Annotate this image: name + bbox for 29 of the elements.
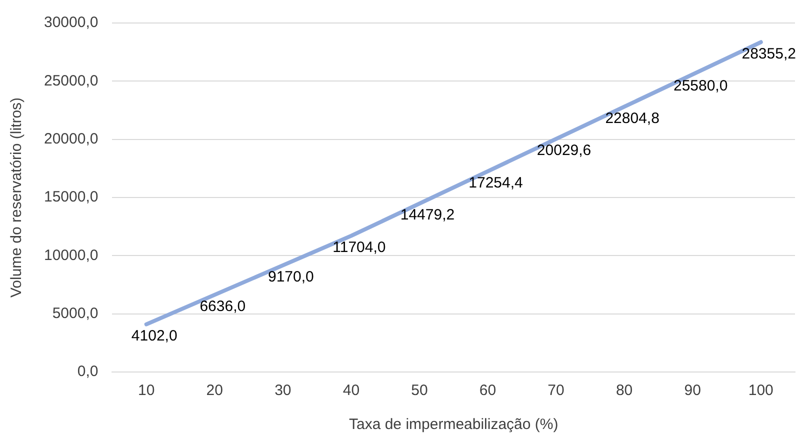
x-tick-label: 70	[548, 382, 564, 400]
y-axis-title: Volume do reservatório (litros)	[8, 97, 26, 298]
data-label: 28355,2	[742, 45, 796, 62]
y-tick-label: 0,0	[77, 363, 98, 380]
x-tick-label: 60	[479, 382, 496, 400]
y-tick-label: 30000,0	[44, 14, 98, 32]
data-label: 4102,0	[131, 327, 178, 344]
x-tick-label: 50	[411, 382, 428, 400]
data-label: 11704,0	[332, 238, 386, 256]
y-tick-label: 5000,0	[52, 304, 98, 322]
x-tick-label: 90	[684, 382, 701, 400]
y-tick-label: 25000,0	[44, 72, 98, 90]
data-label: 17254,4	[468, 174, 523, 192]
y-tick-label: 20000,0	[44, 130, 98, 148]
x-axis-title: Taxa de impermeabilização (%)	[348, 416, 558, 434]
x-tick-label: 30	[274, 382, 292, 400]
data-label: 20029,6	[536, 142, 592, 160]
data-label: 14479,2	[400, 206, 455, 224]
y-tick-label: 15000,0	[44, 188, 98, 206]
x-tick-label: 80	[616, 382, 633, 400]
data-label: 6636,0	[200, 298, 246, 315]
data-label: 25580,0	[673, 78, 728, 95]
data-label: 22804,8	[605, 110, 660, 127]
data-label: 9170,0	[268, 268, 314, 286]
x-tick-label: 20	[206, 382, 223, 400]
y-tick-label: 10000,0	[44, 246, 98, 264]
x-tick-label: 40	[342, 382, 360, 400]
x-tick-label: 100	[748, 382, 774, 400]
x-tick-label: 10	[138, 382, 155, 400]
